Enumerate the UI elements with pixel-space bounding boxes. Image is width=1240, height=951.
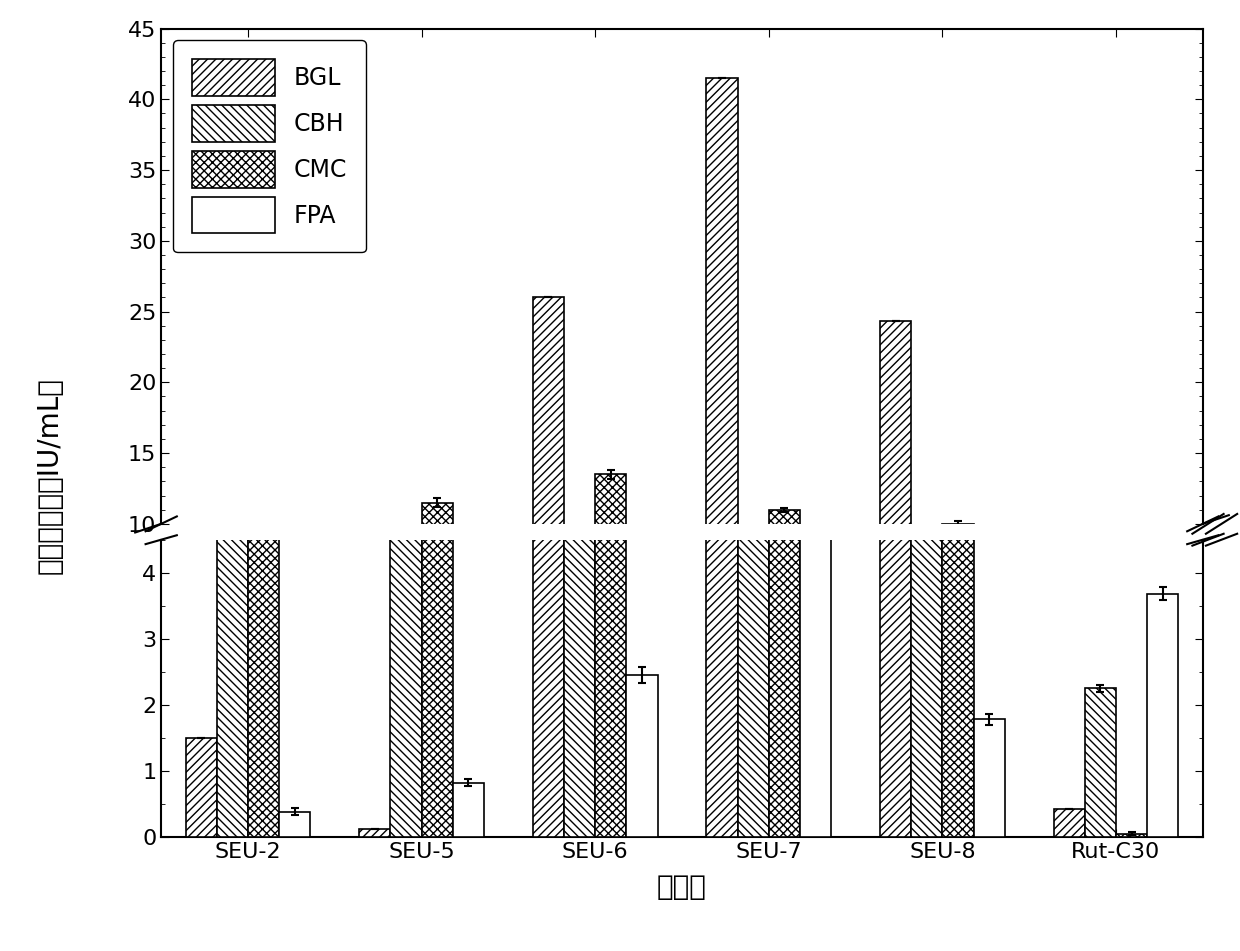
Legend: BGL, CBH, CMC, FPA: BGL, CBH, CMC, FPA <box>174 40 366 252</box>
Bar <box>769 110 800 837</box>
Bar <box>880 321 911 666</box>
Bar <box>800 507 831 837</box>
Bar <box>738 243 769 837</box>
Bar <box>186 738 217 837</box>
Bar <box>595 475 626 666</box>
Bar <box>453 653 484 666</box>
Bar <box>248 474 279 837</box>
Bar <box>626 675 657 837</box>
Bar <box>942 177 973 837</box>
Bar <box>973 640 1004 666</box>
Bar <box>911 229 942 837</box>
Bar <box>533 0 564 837</box>
Bar <box>911 535 942 666</box>
Bar <box>564 531 595 666</box>
Bar <box>769 510 800 666</box>
Bar <box>800 594 831 666</box>
Bar <box>391 209 422 837</box>
Bar <box>564 209 595 837</box>
Bar <box>707 78 738 666</box>
Text: 纤维素酶活（IU/mL）: 纤维素酶活（IU/mL） <box>36 377 63 574</box>
Bar <box>1116 834 1147 837</box>
Bar <box>738 538 769 666</box>
Bar <box>391 531 422 666</box>
X-axis label: 转化子: 转化子 <box>657 873 707 901</box>
Bar <box>942 524 973 666</box>
Bar <box>880 0 911 837</box>
Bar <box>533 298 564 666</box>
Bar <box>707 0 738 837</box>
Bar <box>248 588 279 666</box>
Bar <box>217 507 248 837</box>
Bar <box>1147 613 1178 666</box>
Bar <box>422 503 453 666</box>
Bar <box>1054 809 1085 837</box>
Bar <box>973 719 1004 837</box>
Bar <box>1085 689 1116 837</box>
Bar <box>626 631 657 666</box>
Bar <box>1147 593 1178 837</box>
Bar <box>360 664 391 666</box>
Bar <box>1054 659 1085 666</box>
Bar <box>217 594 248 666</box>
Bar <box>186 644 217 666</box>
Bar <box>279 812 310 837</box>
Bar <box>595 0 626 837</box>
Bar <box>360 829 391 837</box>
Bar <box>1085 633 1116 666</box>
Bar <box>422 77 453 837</box>
Bar <box>453 783 484 837</box>
Bar <box>279 660 310 666</box>
